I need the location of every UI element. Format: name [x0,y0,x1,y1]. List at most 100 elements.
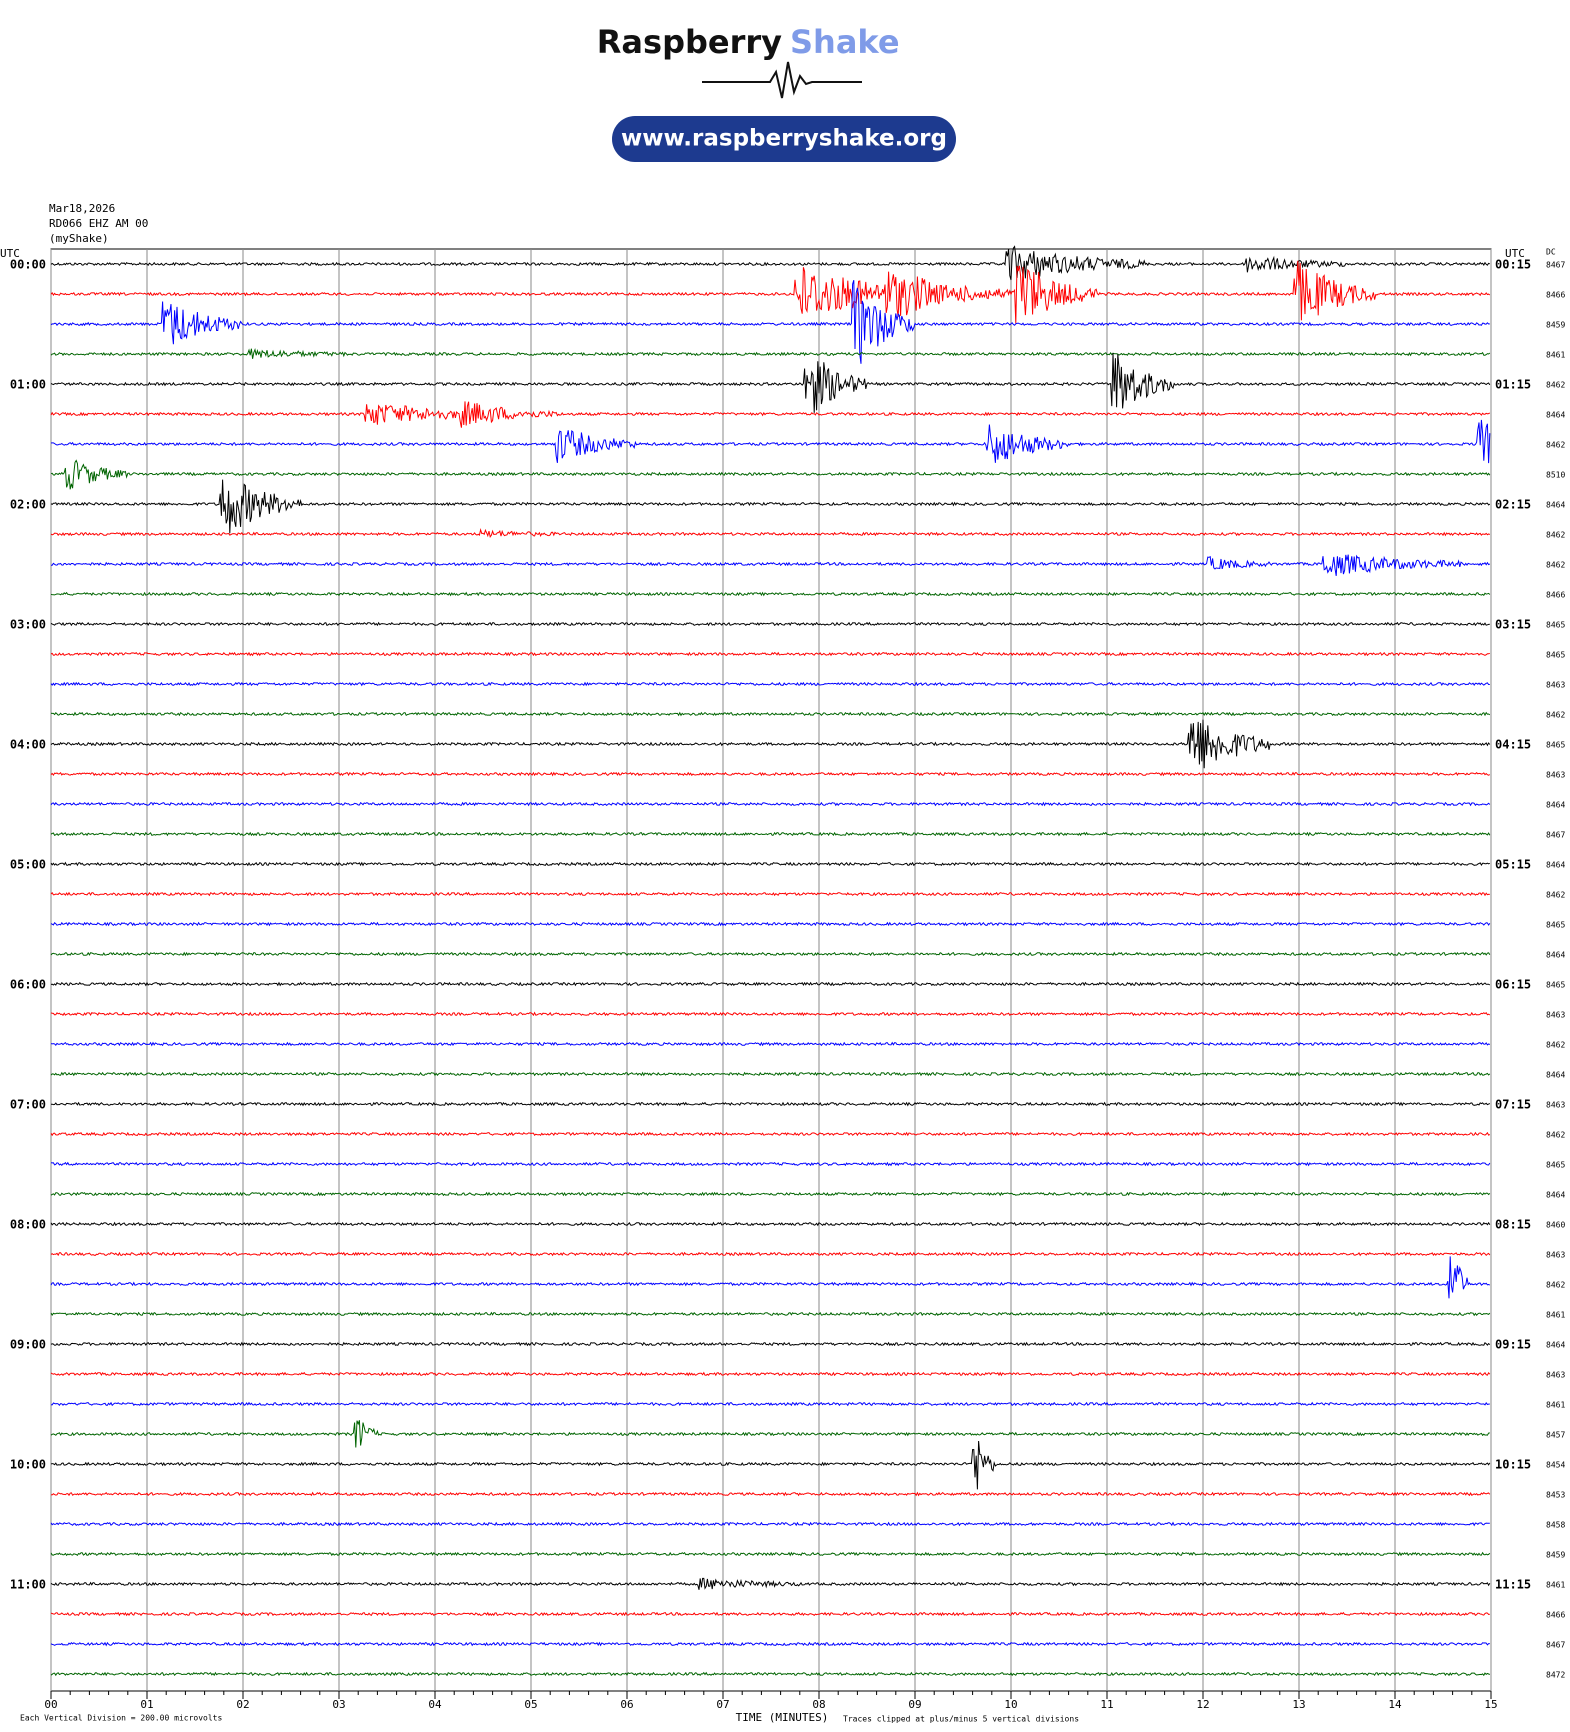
trace [50,1161,1491,1167]
hour-label-right: 00:15 [1495,258,1531,272]
x-tick-label: 09 [908,1698,921,1711]
dc-value: 8465 [1546,651,1565,660]
dc-value: 8463 [1546,1011,1565,1020]
dc-value: 8466 [1546,291,1565,300]
trace [50,401,1491,428]
dc-value: 8464 [1546,801,1565,810]
trace [50,260,1491,324]
dc-value: 8463 [1546,1371,1565,1380]
hour-label-right: 01:15 [1495,378,1531,392]
trace [51,1101,1491,1107]
trace [50,891,1490,897]
brand-right: Shake [790,23,900,61]
trace [50,1041,1490,1047]
dc-value: 8453 [1546,1491,1565,1500]
dc-value: 8464 [1546,1341,1565,1350]
dc-value: 8463 [1546,681,1565,690]
trace [50,651,1490,657]
trace [50,280,1490,364]
hour-label: 09:00 [10,1338,46,1352]
trace [50,1191,1491,1197]
url[interactable]: www.raspberryshake.org [621,126,947,152]
hour-label-right: 03:15 [1495,618,1531,632]
dc-value: 8464 [1546,411,1565,420]
info-source: (myShake) [49,232,109,245]
hour-label-right: 11:15 [1495,1578,1531,1592]
dc-value: 8459 [1546,321,1565,330]
clip-note: Traces clipped at plus/minus 5 vertical … [843,1715,1079,1724]
dc-value: 8466 [1546,591,1565,600]
trace [50,621,1490,627]
dc-value: 8462 [1546,441,1565,450]
trace [50,1440,1491,1490]
dc-value: 8462 [1546,381,1565,390]
trace [50,711,1491,717]
hour-label: 07:00 [10,1098,46,1112]
trace [50,1420,1490,1448]
trace [50,1641,1490,1647]
url-pill[interactable] [612,116,956,162]
trace [50,1611,1490,1617]
brand-left: Raspberry [597,23,782,61]
trace [51,554,1491,576]
trace [50,1311,1491,1317]
x-tick-label: 13 [1292,1698,1305,1711]
dc-value: 8467 [1546,1641,1565,1650]
trace [50,681,1490,687]
dc-value: 8457 [1546,1431,1565,1440]
trace [50,1371,1491,1377]
info-date: Mar18,2026 [49,202,115,215]
dc-value: 8464 [1546,1071,1565,1080]
dc-value: 8464 [1546,951,1565,960]
trace [50,1521,1490,1527]
dc-value: 8467 [1546,831,1565,840]
trace [50,528,1491,538]
dc-value: 8462 [1546,891,1565,900]
x-tick-label: 02 [236,1698,249,1711]
trace [50,1551,1491,1557]
trace [50,419,1491,464]
dc-value: 8461 [1546,1581,1565,1590]
x-tick-label: 03 [332,1698,345,1711]
dc-value: 8467 [1546,261,1565,270]
hour-label: 00:00 [10,258,46,272]
x-tick-label: 12 [1196,1698,1209,1711]
info-station: RD066 EHZ AM 00 [49,217,148,230]
trace [50,1341,1491,1347]
dc-value: 8461 [1546,351,1565,360]
x-tick-label: 00 [44,1698,57,1711]
hour-label-right: 05:15 [1495,858,1531,872]
scale-note: Each Vertical Division = 200.00 microvol… [20,1714,222,1723]
hour-label-right: 08:15 [1495,1218,1531,1232]
hour-label-right: 07:15 [1495,1098,1531,1112]
dc-value: 8463 [1546,1101,1565,1110]
trace [50,801,1491,807]
trace [50,591,1491,597]
hour-label-right: 02:15 [1495,498,1531,512]
hour-label: 11:00 [10,1578,46,1592]
dc-value: 8462 [1546,1131,1565,1140]
trace [50,1577,1491,1590]
dc-label: DC [1546,248,1556,257]
trace [50,353,1491,413]
dc-value: 8465 [1546,1161,1565,1170]
x-axis-label: TIME (MINUTES) [736,1711,829,1724]
trace [50,245,1490,281]
hour-label: 10:00 [10,1458,46,1472]
trace [50,1251,1491,1257]
trace [50,1401,1490,1407]
trace [50,831,1491,837]
x-tick-label: 07 [716,1698,729,1711]
hour-label-right: 06:15 [1495,978,1531,992]
logo-squiggle [702,61,862,99]
trace [50,861,1490,867]
trace [50,348,1491,359]
trace [50,921,1491,927]
dc-value: 8459 [1546,1551,1565,1560]
dc-value: 8463 [1546,1251,1565,1260]
right-zone: UTC [1505,247,1525,260]
dc-value: 8465 [1546,621,1565,630]
trace [50,771,1491,777]
